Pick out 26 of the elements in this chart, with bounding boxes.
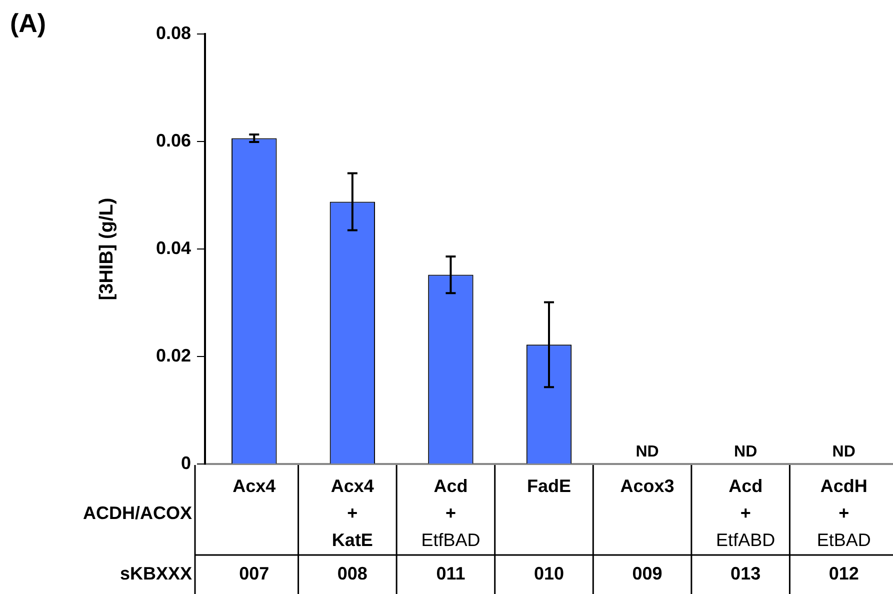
y-tick-label: 0.02 xyxy=(156,345,191,366)
y-tick-label: 0.08 xyxy=(156,22,191,43)
text: 013 xyxy=(730,563,761,584)
x-tick-label: Acx4 + KatE xyxy=(330,476,374,550)
y-axis-title: [3HIB] (g/L) xyxy=(96,198,118,300)
text: sKBXXX xyxy=(120,563,192,584)
text: ND xyxy=(636,443,659,460)
text: 010 xyxy=(534,563,564,584)
text: 011 xyxy=(436,563,466,584)
y-tick-label: 0.04 xyxy=(156,238,191,258)
y-tick-label: 0.06 xyxy=(156,130,191,150)
x-tick-label: Acox3 xyxy=(620,476,674,496)
x-tick-label: Acd + EtfABD xyxy=(716,476,776,550)
text: 007 xyxy=(239,563,270,584)
x-tick-label: FadE xyxy=(526,476,572,496)
x-tick-label: Acx4 xyxy=(232,476,276,496)
y-tick-label: 0 xyxy=(180,452,191,473)
chart-title: (A) xyxy=(10,8,46,38)
x-tick-label: AcdH + EtBAD xyxy=(816,476,871,550)
text: ND xyxy=(832,443,856,460)
x-tick-label: Acd + EtfBAD xyxy=(421,476,480,550)
text: ACDH/ACOX xyxy=(82,502,192,523)
text: 012 xyxy=(828,563,859,584)
text: 008 xyxy=(337,563,368,584)
text: 009 xyxy=(632,563,662,584)
text: ND xyxy=(734,443,758,460)
